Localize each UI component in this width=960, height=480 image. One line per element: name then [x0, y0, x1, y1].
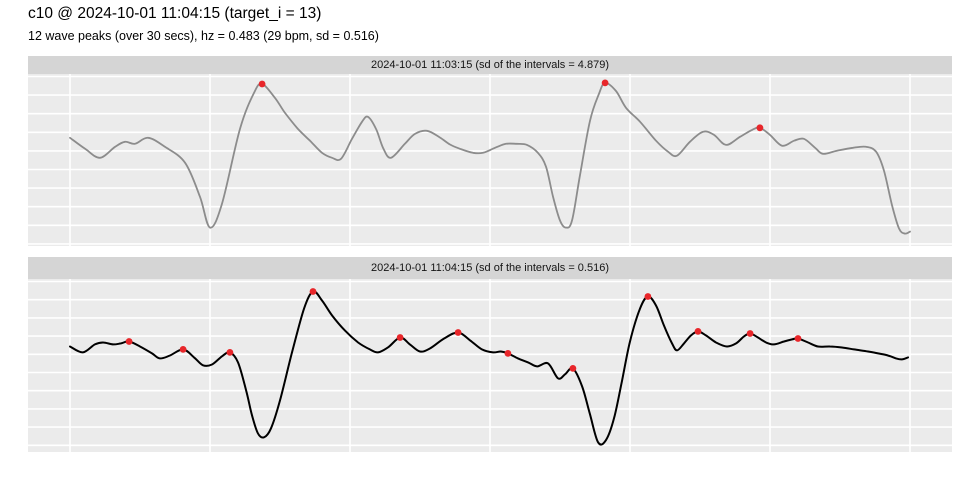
facet-strip-2: 2024-10-01 11:04:15 (sd of the intervals… — [28, 256, 952, 279]
peak-marker — [504, 349, 512, 357]
peak-marker — [569, 364, 577, 372]
facet-strip-1: 2024-10-01 11:03:15 (sd of the intervals… — [28, 55, 952, 74]
facet-plot-2 — [28, 278, 952, 452]
wave-line — [69, 289, 909, 446]
peak-markers — [258, 79, 764, 131]
page-title: c10 @ 2024-10-01 11:04:15 (target_i = 13… — [28, 5, 322, 22]
peak-marker — [794, 334, 802, 342]
peak-marker — [454, 328, 462, 336]
peak-marker — [601, 79, 609, 86]
chart-subtitle: 12 wave peaks (over 30 secs), hz = 0.483… — [28, 29, 379, 43]
peak-marker — [756, 123, 764, 131]
peak-marker — [258, 80, 266, 87]
peak-marker — [644, 292, 652, 300]
peak-marker — [694, 327, 702, 335]
vertical-gridlines — [69, 73, 911, 246]
peak-marker — [125, 337, 133, 345]
peak-marker — [179, 345, 187, 353]
wave-line — [69, 81, 911, 235]
facet-plot-1 — [28, 73, 952, 246]
peak-marker — [309, 287, 317, 295]
peak-markers — [125, 287, 802, 372]
peak-marker — [396, 333, 404, 341]
peak-marker — [226, 348, 234, 356]
vertical-gridlines — [69, 278, 911, 452]
peak-marker — [746, 329, 754, 337]
